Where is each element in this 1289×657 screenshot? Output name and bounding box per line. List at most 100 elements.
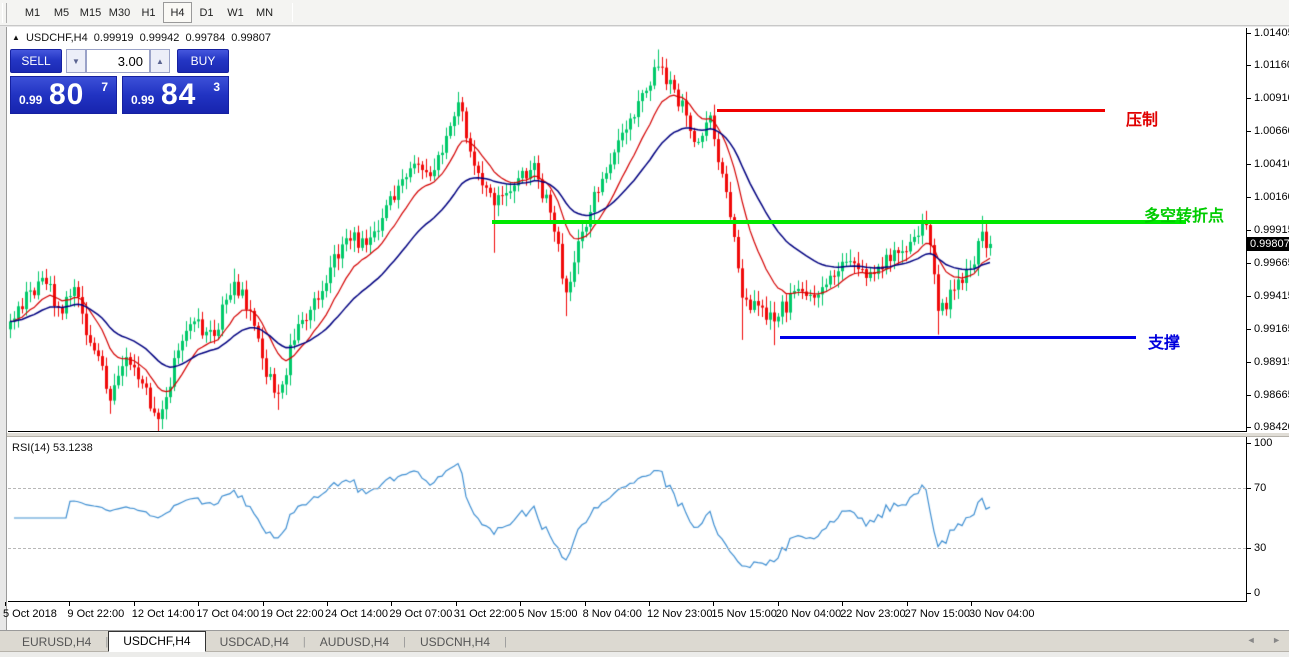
volume-increase-button[interactable]: ▲ — [150, 49, 170, 73]
timeframe-button-m30[interactable]: M30 — [108, 7, 131, 19]
date-tick — [971, 602, 972, 606]
pivot-text-label[interactable]: 多空转折点 — [1144, 208, 1225, 225]
volume-decrease-button[interactable]: ▼ — [66, 49, 86, 73]
price-tick — [1246, 197, 1251, 199]
timeframe-button-h4[interactable]: H4 — [163, 2, 192, 23]
rsi-axis-label: 100 — [1254, 437, 1273, 449]
collapse-icon[interactable]: ▲ — [12, 33, 20, 42]
rsi-level-30-line — [8, 548, 1246, 549]
chart-symbol: USDCHF,H4 — [25, 32, 88, 44]
support-trendline[interactable] — [780, 336, 1136, 339]
date-axis-label: 19 Oct 22:00 — [260, 608, 324, 620]
price-tick — [1246, 164, 1251, 166]
panel-splitter[interactable] — [7, 432, 1289, 437]
toolbar-grip[interactable] — [2, 3, 7, 23]
timeframe-toolbar: M1 M5 M15 M30 H1 H4 D1 W1 MN — [0, 0, 1289, 26]
tab-divider: | — [105, 636, 109, 648]
rsi-tick — [1246, 548, 1251, 549]
support-text-label[interactable]: 支撑 — [1148, 335, 1181, 352]
one-click-trading-panel: SELL ▼ ▲ BUY 0.99 80 7 0.99 84 3 — [10, 49, 229, 114]
price-tick — [1246, 65, 1251, 67]
date-tick — [842, 602, 844, 606]
buy-button[interactable]: BUY — [177, 49, 229, 73]
sell-button[interactable]: SELL — [10, 49, 62, 73]
rsi-tick — [1246, 593, 1251, 594]
volume-input[interactable] — [86, 49, 150, 73]
sell-price-display[interactable]: 0.99 80 7 — [10, 76, 117, 114]
rsi-plot-bottom-line — [8, 601, 1247, 602]
price-axis-label: 0.99665 — [1254, 256, 1289, 269]
date-axis-label: 9 Oct 22:00 — [67, 608, 125, 620]
date-tick — [262, 602, 264, 606]
buy-price-pip: 3 — [213, 80, 220, 94]
date-tick — [198, 602, 200, 606]
timeframe-button-m15[interactable]: M15 — [79, 7, 102, 19]
tab-divider: | — [403, 636, 406, 648]
ohlc-low: 0.99784 — [185, 32, 226, 44]
price-scale-axis-line — [1246, 28, 1247, 602]
price-tick — [1246, 229, 1251, 231]
date-tick — [69, 602, 71, 606]
resistance-text-label[interactable]: 压制 — [1126, 112, 1159, 129]
date-axis-label: 12 Oct 14:00 — [131, 608, 195, 620]
price-axis-label: 1.00660 — [1254, 125, 1289, 138]
timeframe-button-d1[interactable]: D1 — [199, 7, 214, 19]
chart-tab-audusd[interactable]: AUDUSD,H4 — [319, 635, 390, 649]
date-axis-label: 22 Nov 23:00 — [840, 608, 906, 620]
date-axis-label: 8 Nov 04:00 — [582, 608, 642, 620]
chart-tab-usdcad[interactable]: USDCAD,H4 — [219, 635, 289, 649]
price-axis-label: 0.98915 — [1254, 355, 1289, 368]
date-tick — [649, 602, 650, 606]
tab-scroll-right-icon[interactable]: ► — [1272, 635, 1281, 645]
rsi-tick — [1246, 488, 1251, 489]
timeframe-button-w1[interactable]: W1 — [227, 7, 244, 19]
price-tick — [1246, 33, 1251, 34]
date-axis-label: 5 Nov 15:00 — [518, 608, 578, 620]
price-axis-label: 0.98665 — [1254, 388, 1289, 401]
date-tick — [713, 602, 715, 606]
price-tick — [1246, 427, 1251, 429]
chart-tab-eurusd[interactable]: EURUSD,H4 — [22, 635, 92, 649]
timeframe-button-m5[interactable]: M5 — [53, 7, 70, 19]
date-tick — [777, 602, 779, 606]
rsi-tick — [1246, 443, 1251, 444]
price-axis-label: 1.00410 — [1254, 158, 1289, 171]
date-axis-label: 5 Oct 2018 — [3, 608, 57, 620]
status-strip — [0, 652, 1289, 657]
price-tick — [1246, 328, 1251, 330]
tab-divider: | — [504, 636, 507, 648]
timeframe-button-h1[interactable]: H1 — [141, 7, 156, 19]
price-axis-label: 1.01405 — [1254, 27, 1289, 39]
price-tick — [1246, 295, 1251, 297]
date-tick — [455, 602, 457, 606]
price-tick — [1246, 98, 1251, 100]
tab-scroll-left-icon[interactable]: ◄ — [1246, 635, 1256, 645]
timeframe-button-m1[interactable]: M1 — [24, 7, 41, 19]
price-axis-label: 0.99915 — [1254, 223, 1289, 236]
price-tick — [1246, 262, 1251, 264]
pivot-trendline[interactable] — [492, 220, 1186, 224]
ohlc-high: 0.99942 — [139, 32, 180, 44]
toolbar-separator — [292, 3, 293, 22]
sell-price-prefix: 0.99 — [19, 93, 43, 107]
rsi-indicator-canvas[interactable] — [8, 437, 1246, 601]
date-tick — [520, 602, 522, 606]
timeframe-button-mn[interactable]: MN — [255, 7, 274, 19]
chart-tab-usdcnh[interactable]: USDCNH,H4 — [420, 635, 491, 649]
date-tick — [327, 602, 328, 606]
tab-divider: | — [302, 636, 306, 648]
price-tick — [1246, 361, 1251, 363]
rsi-axis-label: 30 — [1254, 542, 1267, 554]
date-axis-label: 29 Oct 07:00 — [389, 608, 453, 620]
resistance-trendline[interactable] — [717, 109, 1105, 112]
date-tick — [906, 602, 908, 606]
date-axis-label: 31 Oct 22:00 — [453, 608, 517, 620]
rsi-indicator-label: RSI(14) 53.1238 — [12, 442, 93, 454]
price-axis-label: 1.01160 — [1254, 59, 1289, 72]
date-axis-label: 24 Oct 14:00 — [325, 608, 388, 620]
chart-tab-usdchf[interactable]: USDCHF,H4 — [108, 631, 206, 652]
buy-price-display[interactable]: 0.99 84 3 — [122, 76, 229, 114]
ohlc-open: 0.99919 — [93, 32, 134, 44]
